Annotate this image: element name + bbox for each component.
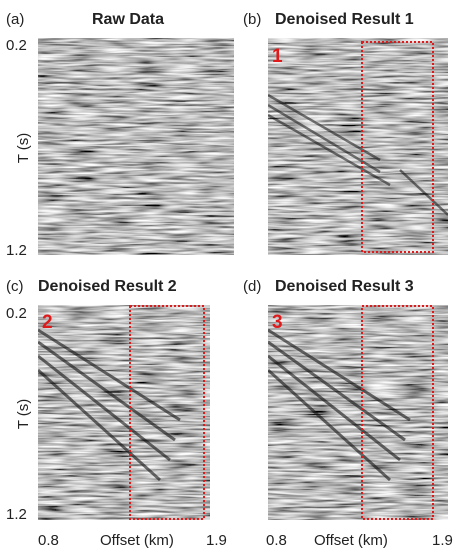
- panel-tag: (a): [6, 11, 24, 28]
- y-tick-label: 1.2: [6, 506, 27, 523]
- panel-tag: (c): [6, 278, 24, 295]
- panel-title: Denoised Result 1: [275, 11, 414, 28]
- seismic-image: [38, 38, 234, 255]
- seismic-image: [268, 38, 448, 255]
- panel-title: Denoised Result 2: [38, 278, 177, 295]
- y-tick-label: 0.2: [6, 305, 27, 322]
- panel-title: Raw Data: [92, 11, 164, 28]
- panel-marker: 3: [272, 312, 283, 333]
- panel-marker: 1: [272, 46, 283, 67]
- y-axis-label: T (s): [15, 133, 32, 164]
- seismic-image: [38, 305, 210, 520]
- highlight-box: [129, 305, 205, 520]
- y-tick-label: 0.2: [6, 37, 27, 54]
- x-tick-label: 0.8: [38, 532, 59, 549]
- x-tick-label: 0.8: [266, 532, 287, 549]
- highlight-box: [361, 41, 434, 253]
- panel-tag: (d): [243, 278, 261, 295]
- x-axis-label: Offset (km): [100, 532, 174, 549]
- highlight-box: [361, 305, 434, 520]
- y-tick-label: 1.2: [6, 242, 27, 259]
- x-tick-label: 1.9: [206, 532, 227, 549]
- panel-tag: (b): [243, 11, 261, 28]
- panel-marker: 2: [42, 312, 53, 333]
- y-axis-label: T (s): [15, 399, 32, 430]
- x-axis-label: Offset (km): [314, 532, 388, 549]
- panel-title: Denoised Result 3: [275, 278, 414, 295]
- x-tick-label: 1.9: [432, 532, 453, 549]
- seismic-image: [268, 305, 448, 520]
